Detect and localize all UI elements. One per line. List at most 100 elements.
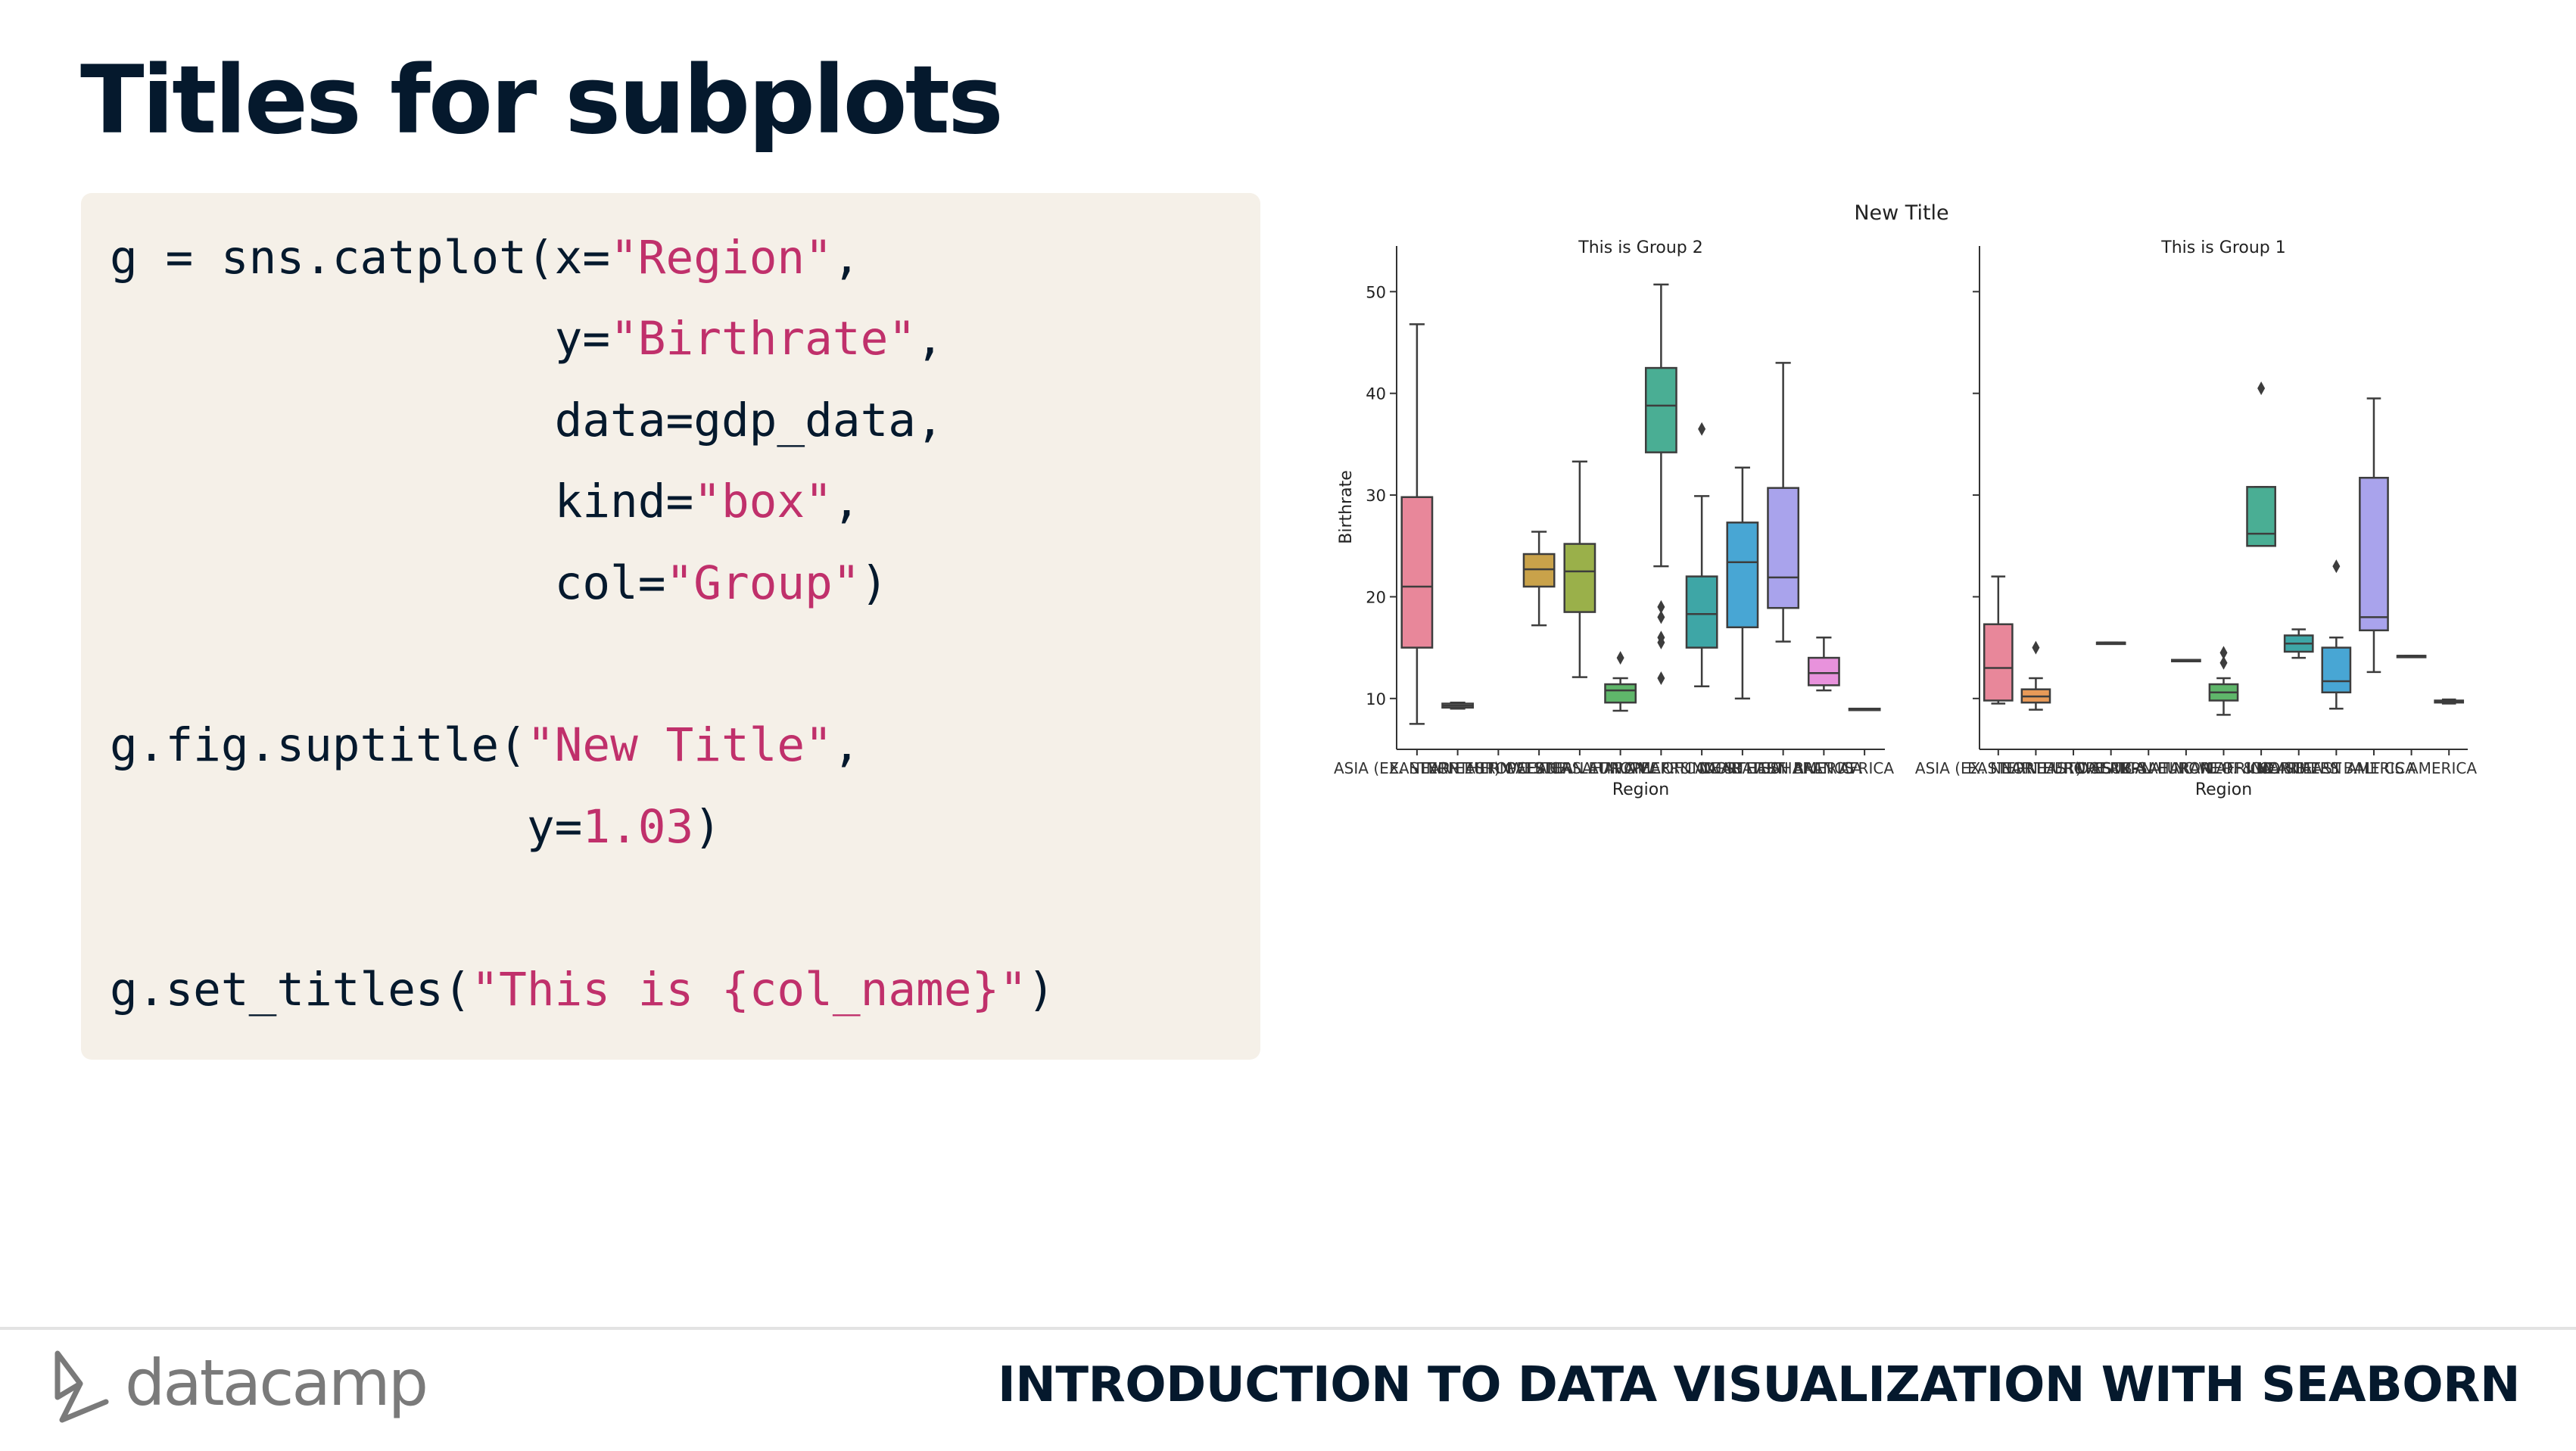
box-region (2321, 559, 2352, 710)
y-tick-label: 50 (1366, 283, 1386, 301)
outlier-point (2032, 640, 2040, 655)
box-region (1563, 460, 1596, 678)
outlier-point (2257, 381, 2266, 395)
code-line: data=gdp_data, (110, 397, 944, 444)
subplot-title: This is Group 1 (2160, 238, 2285, 257)
x-tick-label: C.W. OF IND. STATES (1624, 759, 1780, 777)
catplot-figure: New Title Birthrate This is Group 2 Region 1… (1334, 201, 2477, 799)
code-literal: "This is {col_name}" (471, 963, 1027, 1017)
code-text: data=gdp_data, (110, 394, 944, 447)
outlier-point (2219, 646, 2228, 660)
x-tick-label: NORTHERN AFRICA (1426, 759, 1571, 777)
y-tick-label: 10 (1366, 690, 1386, 708)
code-literal: "box" (693, 475, 833, 528)
x-tick-label: ASIA (EX. NEAR EAST) (1915, 759, 2082, 777)
outlier-point (2332, 559, 2341, 574)
box-region (2095, 641, 2126, 646)
footer-divider (0, 1327, 2576, 1330)
box-iqr (2246, 486, 2276, 547)
y-axis-label: Birthrate (1337, 470, 1356, 544)
box-region (1807, 636, 1840, 692)
subplot-group-1: This is Group 1 Region ASIA (EX. NEAR EAST… (1915, 238, 2477, 799)
box-region (1983, 575, 2014, 705)
x-tick-label: NORTHERN AMERICA (2257, 759, 2416, 777)
box-iqr (1807, 656, 1840, 687)
x-tick-label: SUB-SAHARAN AFRICA (2101, 759, 2272, 777)
outlier-point (1657, 671, 1665, 685)
box-iqr (1726, 522, 1759, 628)
code-line: g = sns.catplot(x="Region", (110, 235, 861, 281)
code-line: g.fig.suptitle("New Title", (110, 722, 861, 768)
x-tick-label: NORTHERN AMERICA (1704, 759, 1863, 777)
box-iqr (2359, 476, 2389, 632)
outlier-point (1616, 651, 1624, 665)
code-literal: "New Title" (526, 718, 833, 772)
x-tick-label: SAHARAN AFRICA (1761, 759, 1895, 777)
code-line: g.set_titles("This is {col_name}") (110, 967, 1055, 1013)
subplot-group-2: This is Group 2 Region 10 20 30 40 50 ASIA (EX.… (1334, 238, 1894, 799)
x-tick-label: WESTERN EUROPE (1509, 759, 1650, 777)
box-region (2208, 646, 2239, 716)
x-tick-label: LATIN AMER. & CARIB (2142, 759, 2306, 777)
x-tick-label: NORTHERN AFRICA (2001, 759, 2146, 777)
y-tick-label: 20 (1366, 588, 1386, 606)
code-line: kind="box", (110, 478, 861, 525)
box-region (2283, 628, 2314, 659)
x-tick-label: ASIA (EX. NEAR EAST) (1334, 759, 1500, 777)
code-line: col="Group") (110, 560, 889, 606)
x-tick-label: SUB-SAHARAN AFRICA (1535, 759, 1705, 777)
outlier-point (1657, 599, 1665, 614)
datacamp-logo: datacamp (55, 1346, 428, 1423)
outlier-point (1657, 610, 1665, 624)
box-region (1522, 531, 1556, 627)
code-literal: 1.03 (582, 800, 694, 854)
box-region (2359, 397, 2389, 674)
box-region (1604, 651, 1637, 712)
x-tick-label: WESTERN EUROPE (2078, 759, 2219, 777)
box-region (1441, 701, 1475, 710)
x-tick-label: C.W. OF IND. STATES (2183, 759, 2339, 777)
box-iqr (1400, 496, 1434, 649)
x-tick-label: AMERICA (2408, 759, 2477, 777)
code-text: , (832, 718, 861, 772)
box-region (1685, 422, 1718, 687)
box-iqr (1604, 683, 1637, 704)
box-region (2020, 640, 2051, 711)
code-text: ) (860, 556, 889, 610)
code-literal: "Birthrate" (610, 312, 917, 366)
box-region (1848, 708, 1881, 711)
x-axis-label: Region (1612, 780, 1669, 799)
x-tick-label: EASTERN EUROPE (1389, 759, 1526, 777)
slide-title: Titles for subplots (80, 46, 1004, 155)
outlier-point (1698, 422, 1706, 436)
outlier-point (2219, 655, 2228, 670)
code-literal: "Group" (665, 556, 861, 610)
code-text: col= (110, 556, 666, 610)
chart-suptitle: New Title (1854, 201, 1948, 225)
code-text: , (832, 231, 861, 285)
box-region (1644, 283, 1677, 685)
box-iqr (2321, 646, 2352, 693)
box-region (2171, 659, 2201, 662)
box-region (1767, 362, 1800, 643)
x-tick-label: NEAR EAST (2256, 759, 2342, 777)
box-iqr (1522, 553, 1556, 588)
box-region (1726, 466, 1759, 700)
box-iqr (1685, 575, 1718, 649)
box-region (2246, 381, 2276, 547)
x-tick-label: OCEANIA (2076, 759, 2145, 777)
code-block: g = sns.catplot(x="Region", y="Birthrate… (81, 193, 1260, 1060)
x-tick-label: BALTICS (1793, 759, 1855, 777)
code-text: y= (110, 800, 583, 854)
x-tick-label: NEAR EAST (1699, 759, 1786, 777)
course-name: INTRODUCTION TO DATA VISUALIZATION WITH … (997, 1357, 2521, 1413)
outlier-point (1657, 635, 1665, 649)
code-line: y="Birthrate", (110, 316, 944, 362)
code-text: g = sns.catplot(x= (110, 231, 611, 285)
x-axis-label: Region (2195, 780, 2252, 799)
x-tick-label: BALTICS (2344, 759, 2405, 777)
code-text: , (916, 312, 944, 366)
code-literal: "Region" (610, 231, 833, 285)
box-iqr (1644, 366, 1677, 453)
code-text: g.set_titles( (110, 963, 472, 1017)
